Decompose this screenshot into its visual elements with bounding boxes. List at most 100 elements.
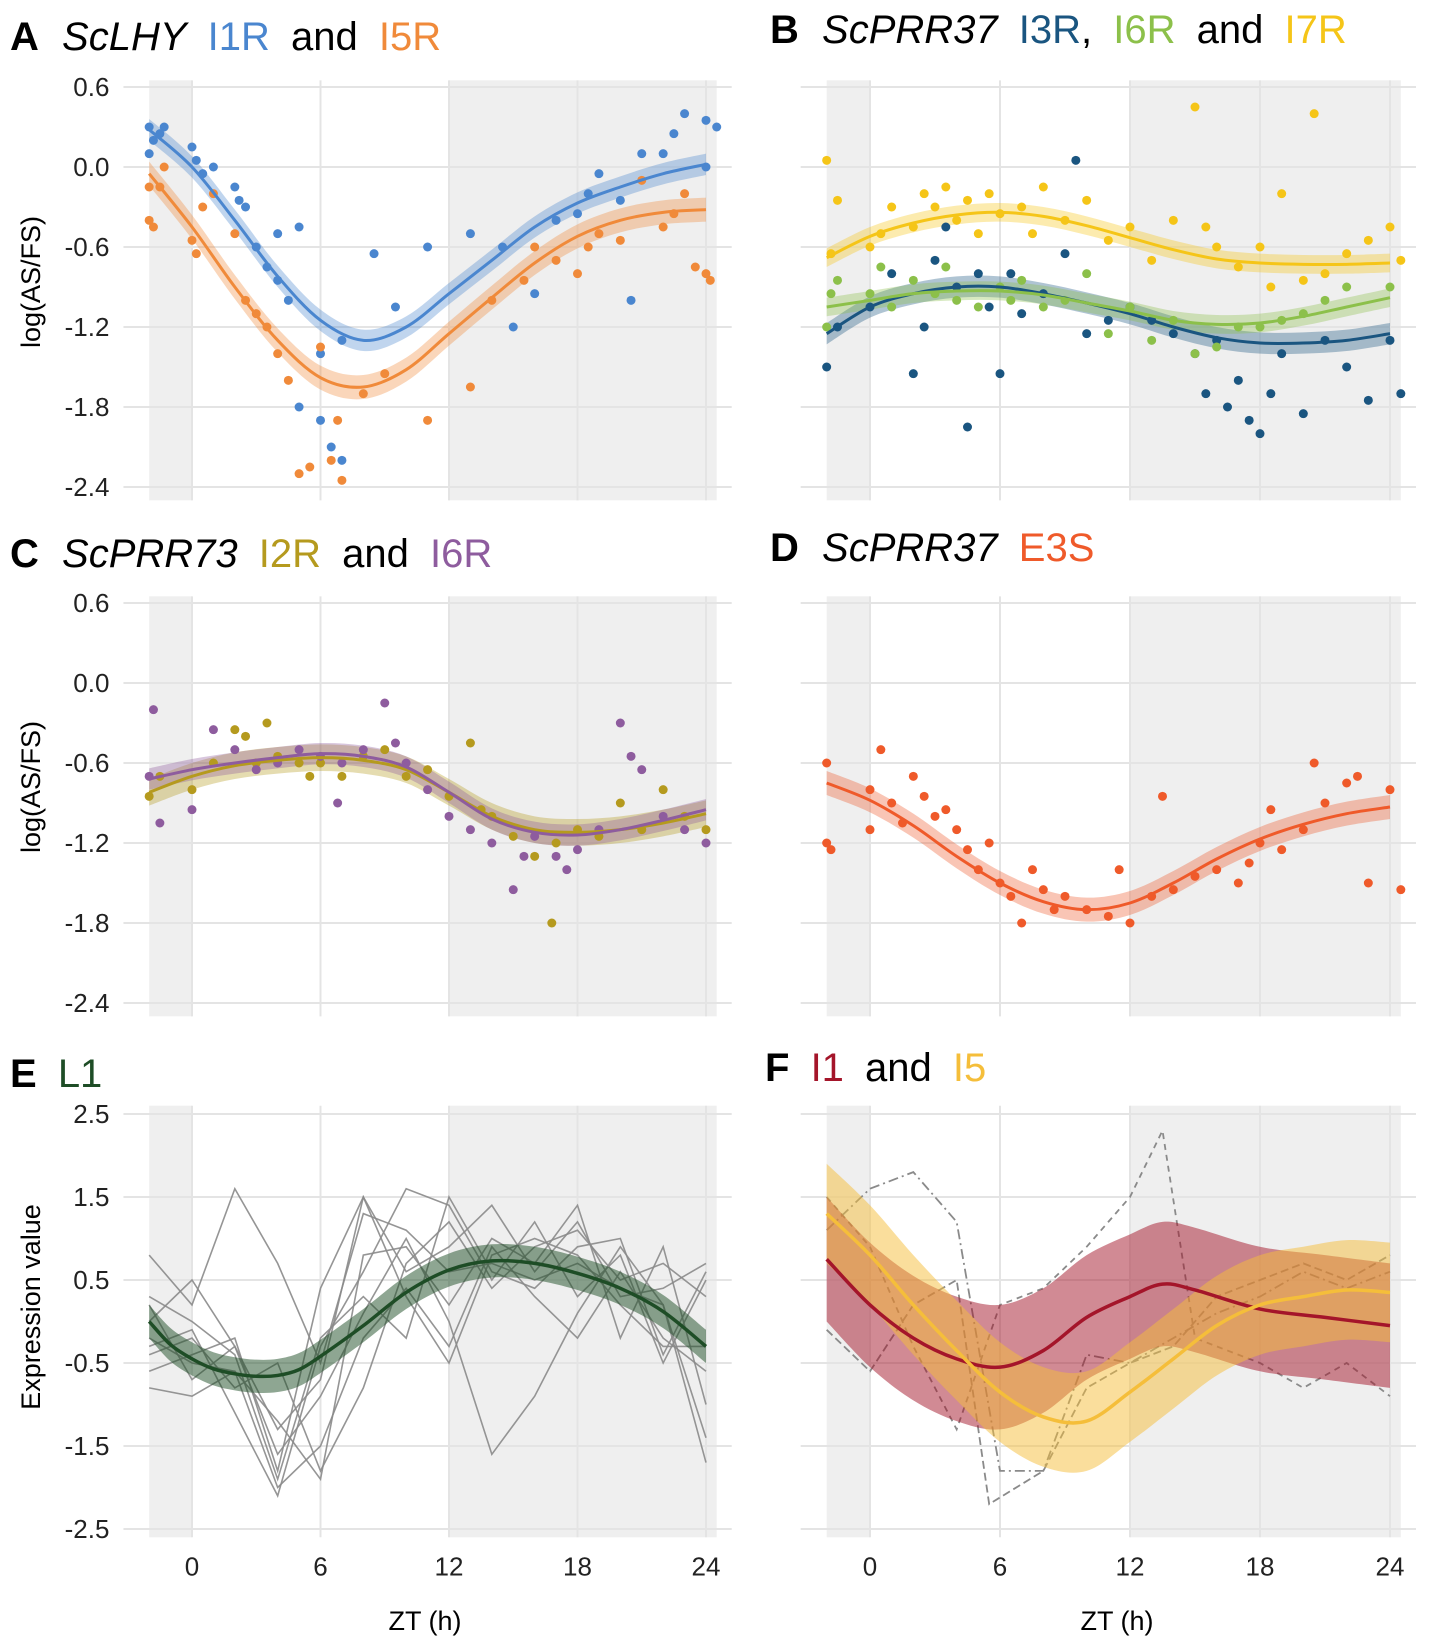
y-tick-label: -1.8	[65, 392, 110, 422]
data-point-E3S	[876, 745, 886, 755]
data-point-I1R	[234, 195, 244, 205]
data-point-E3S	[1342, 778, 1352, 788]
data-point-I1R	[465, 229, 475, 239]
data-point-I1R	[508, 322, 518, 332]
x-tick-label: 18	[1246, 1551, 1275, 1581]
data-point-I5R	[690, 262, 700, 272]
data-point-I1R	[144, 122, 154, 132]
data-point-I6R	[358, 745, 368, 755]
data-point-I6R	[1082, 269, 1092, 279]
y-tick-label: 0.5	[73, 1265, 109, 1295]
data-point-E3S	[963, 845, 972, 855]
data-point-I5R	[144, 215, 154, 225]
data-point-I6R	[908, 275, 918, 285]
data-point-I6R	[508, 885, 518, 895]
fit-line-I6R	[826, 289, 1391, 326]
data-point-I2R	[615, 798, 625, 808]
data-point-E3S	[1006, 891, 1016, 901]
data-point-I1R	[273, 229, 283, 239]
data-point-I5R	[705, 275, 715, 285]
y-tick-label: 0.6	[73, 588, 109, 618]
data-point-I3R	[908, 369, 918, 379]
panel-d-plot	[800, 596, 1416, 1017]
data-point-I5R	[701, 269, 711, 279]
data-point-I7R	[984, 189, 994, 199]
data-point-I7R	[1396, 255, 1406, 265]
data-point-I3R	[1298, 409, 1308, 419]
data-point-E3S	[1298, 825, 1308, 835]
x-tick-label: 12	[1116, 1551, 1145, 1581]
data-point-I5R	[423, 415, 433, 425]
data-point-I6R	[487, 838, 497, 848]
data-point-I7R	[1201, 222, 1211, 232]
data-point-E3S	[1233, 878, 1243, 888]
x-tick-label: 6	[313, 1551, 327, 1581]
data-point-I1R	[148, 135, 158, 145]
data-point-I5R	[680, 189, 690, 199]
data-point-I1R	[369, 249, 379, 259]
data-point-I7R	[1038, 182, 1048, 192]
panel-e-plot: 2.5 1.5 0.5 -0.5 -1.5 -2.5 0 6 12 18 24	[65, 1099, 732, 1581]
data-point-I1R	[637, 149, 647, 159]
data-point-I1R	[626, 295, 636, 305]
data-point-I7R	[887, 202, 897, 212]
data-point-I2R	[241, 731, 251, 741]
data-point-I1R	[294, 222, 304, 232]
data-point-E3S	[919, 791, 929, 801]
data-point-I1R	[680, 109, 690, 119]
x-tick-label: 24	[1376, 1551, 1405, 1581]
data-point-I1R	[283, 295, 293, 305]
data-point-I6R	[1147, 335, 1157, 345]
data-point-I1R	[615, 195, 625, 205]
data-point-E3S	[1060, 891, 1070, 901]
data-point-I1R	[159, 122, 169, 132]
data-point-I5R	[583, 242, 593, 252]
data-point-I5R	[273, 349, 283, 359]
ci-band-E3S	[826, 771, 1390, 922]
data-point-I5R	[380, 369, 390, 379]
data-point-I5R	[573, 269, 582, 279]
data-point-E3S	[865, 785, 875, 795]
data-point-I1R	[583, 189, 593, 199]
data-point-I7R	[833, 195, 842, 205]
data-point-I7R	[1168, 215, 1178, 225]
data-point-I3R	[1071, 155, 1081, 165]
data-point-I1R	[337, 455, 347, 465]
data-point-I1R	[658, 149, 668, 159]
data-point-I2R	[230, 725, 240, 735]
data-point-I5R	[294, 469, 304, 479]
y-tick-label: -2.4	[65, 472, 110, 502]
data-point-I6R	[822, 322, 832, 332]
data-point-I6R	[941, 262, 951, 272]
y-tick-label: -0.6	[65, 232, 110, 262]
data-point-I7R	[1017, 202, 1027, 212]
data-point-I7R	[822, 155, 832, 165]
data-point-I2R	[547, 918, 557, 928]
data-point-E3S	[1168, 885, 1178, 895]
data-point-I3R	[1244, 415, 1254, 425]
y-tick-label: 2.5	[73, 1099, 109, 1129]
fit-line-L1	[147, 1258, 708, 1379]
data-point-I7R	[1212, 242, 1222, 252]
data-point-I3R	[930, 255, 940, 265]
data-point-I6R	[390, 738, 400, 748]
data-point-I6R	[1342, 282, 1352, 292]
y-tick-label: 0.0	[73, 152, 109, 182]
data-point-I2R	[262, 718, 272, 728]
data-point-I2R	[401, 771, 411, 781]
night-shade-1	[449, 80, 717, 501]
night-shade-1	[1130, 80, 1401, 501]
data-point-I3R	[1060, 249, 1070, 259]
data-point-I3R	[1223, 402, 1232, 412]
data-point-I2R	[187, 785, 197, 795]
data-point-I7R	[1298, 275, 1308, 285]
data-point-I1R	[230, 182, 240, 192]
data-point-I5R	[316, 342, 325, 352]
data-point-I6R	[1385, 282, 1395, 292]
night-shade-0	[149, 80, 192, 501]
data-point-I6R	[465, 825, 475, 835]
data-point-I6R	[973, 302, 983, 312]
data-point-I6R	[208, 725, 218, 735]
data-point-I1R	[241, 202, 251, 212]
data-point-I7R	[1266, 282, 1276, 292]
